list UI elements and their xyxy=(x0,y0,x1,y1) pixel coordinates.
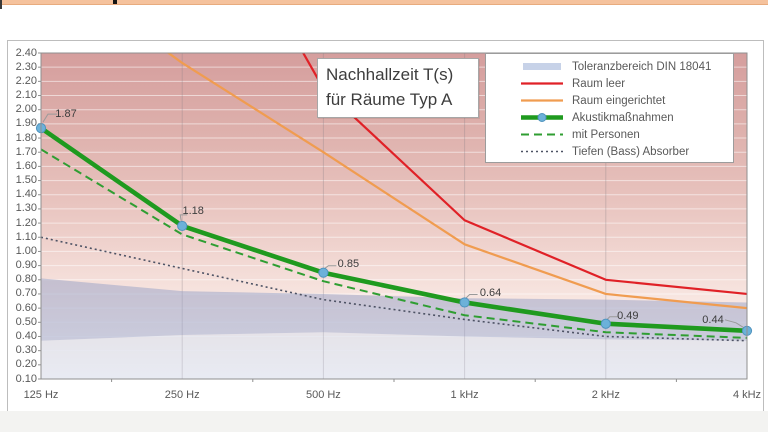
marker-dot xyxy=(177,220,188,232)
legend: Toleranzbereich DIN 18041 Raum leer Raum e… xyxy=(485,53,734,163)
legend-item: Toleranzbereich DIN 18041 xyxy=(486,58,733,75)
data-label-connector xyxy=(724,319,745,329)
chart-frame: 2.40 2.30 2.20 2.10 2.00 1.90 1.80 1.70 1.60 1.50… xyxy=(7,40,764,412)
marker-dot xyxy=(600,318,611,329)
y-tick-label: 0.10 xyxy=(15,372,37,385)
y-tick-label: 1.20 xyxy=(15,216,37,229)
y-tick-label: 1.00 xyxy=(15,244,37,257)
data-label: 0.44 xyxy=(702,313,724,326)
y-tick-label: 1.50 xyxy=(15,174,37,187)
legend-item: Akustikmaßnahmen xyxy=(486,109,733,126)
chart-title-line-1: Nachhallzeit T(s) xyxy=(326,65,454,84)
y-tick-label: 0.90 xyxy=(15,259,37,272)
y-tick-label: 0.60 xyxy=(15,301,37,314)
legend-swatch-solid xyxy=(519,92,565,109)
data-label: 0.85 xyxy=(337,257,360,270)
series-line-raum-eingerichtet xyxy=(166,53,747,310)
y-tick-label: 1.90 xyxy=(15,117,37,130)
x-tick-label: 250 Hz xyxy=(164,389,200,401)
cursor-artifact xyxy=(113,0,117,4)
top-accent-bar xyxy=(0,0,768,5)
y-tick-label: 0.20 xyxy=(15,358,37,371)
data-label-connector xyxy=(179,214,188,222)
legend-label: mit Personen xyxy=(572,128,640,141)
x-tick-label: 2 kHz xyxy=(591,389,620,401)
marker-dot xyxy=(459,297,470,308)
legend-item: Raum leer xyxy=(486,75,733,92)
y-tick-label: 0.80 xyxy=(15,273,37,286)
legend-item: Tiefen (Bass) Absorber xyxy=(486,143,733,160)
data-label: 0.64 xyxy=(479,287,502,300)
data-label-connector xyxy=(606,316,618,321)
legend-label: Toleranzbereich DIN 18041 xyxy=(572,60,712,73)
series-line-akustikma-nahmen xyxy=(41,126,747,334)
x-tick-label: 4 kHz xyxy=(732,389,762,401)
legend-swatch-dotted xyxy=(519,143,565,160)
page-background-strip xyxy=(0,411,768,432)
y-tick-label: 2.20 xyxy=(15,74,37,87)
series-line-mit-personen xyxy=(41,148,747,339)
x-tick-label: 1 kHz xyxy=(450,389,479,401)
y-tick-label: 1.40 xyxy=(15,188,37,201)
x-tick-label: 125 Hz xyxy=(23,389,59,401)
legend-label: Akustikmaßnahmen xyxy=(572,111,674,124)
y-tick-label: 0.40 xyxy=(15,329,37,342)
series-line-tiefen-bass-absorber xyxy=(41,236,747,342)
chart-title-line-2: für Räume Typ A xyxy=(326,90,453,109)
legend-item: Raum eingerichtet xyxy=(486,92,733,109)
legend-label: Raum leer xyxy=(572,77,626,90)
legend-swatch-solid xyxy=(519,75,565,92)
y-tick-label: 2.40 xyxy=(15,46,37,59)
y-tick-label: 0.50 xyxy=(15,315,37,328)
y-tick-label: 1.80 xyxy=(15,131,37,144)
y-tick-label: 2.00 xyxy=(15,103,37,116)
series-line-raum-leer xyxy=(301,53,747,296)
x-tick-label: 500 Hz xyxy=(305,389,341,401)
below-band-area xyxy=(41,332,747,379)
y-tick-label: 0.30 xyxy=(15,344,37,357)
data-label-connector xyxy=(324,265,337,270)
legend-label: Tiefen (Bass) Absorber xyxy=(572,145,690,158)
window-edge-mark xyxy=(0,0,2,9)
legend-swatch-thick xyxy=(519,109,565,126)
data-label: 1.87 xyxy=(55,108,77,121)
chart-title-box: Nachhallzeit T(s) für Räume Typ A xyxy=(317,58,479,118)
legend-swatch-band xyxy=(519,58,565,75)
marker-dot xyxy=(318,267,329,278)
y-tick-label: 2.30 xyxy=(15,60,37,73)
y-tick-label: 2.10 xyxy=(15,89,37,102)
legend-swatch-dashed xyxy=(519,126,565,143)
y-tick-label: 1.10 xyxy=(15,230,37,243)
y-tick-label: 1.30 xyxy=(15,202,37,215)
data-label: 1.18 xyxy=(182,204,204,217)
legend-item: mit Personen xyxy=(486,126,733,143)
data-label-connector xyxy=(42,113,57,123)
data-label-connector xyxy=(465,293,478,299)
legend-label: Raum eingerichtet xyxy=(572,94,666,107)
data-label: 0.49 xyxy=(617,309,639,322)
y-tick-label: 1.70 xyxy=(15,145,37,158)
y-tick-label: 1.60 xyxy=(15,159,37,172)
y-tick-label: 0.70 xyxy=(15,287,37,300)
